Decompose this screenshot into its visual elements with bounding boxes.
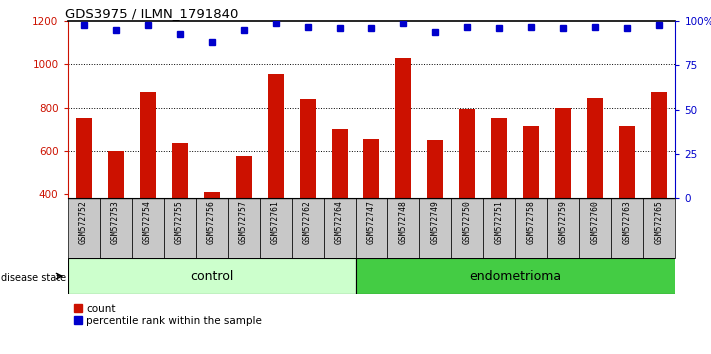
- FancyBboxPatch shape: [579, 198, 611, 258]
- FancyBboxPatch shape: [643, 198, 675, 258]
- Bar: [523, 126, 540, 198]
- FancyBboxPatch shape: [132, 198, 164, 258]
- Text: GSM572750: GSM572750: [463, 200, 472, 244]
- Text: GSM572747: GSM572747: [367, 200, 376, 244]
- Text: GDS3975 / ILMN_1791840: GDS3975 / ILMN_1791840: [65, 7, 238, 20]
- FancyBboxPatch shape: [451, 198, 483, 258]
- Bar: [171, 143, 188, 198]
- Text: GSM572759: GSM572759: [559, 200, 568, 244]
- Text: GSM572762: GSM572762: [303, 200, 312, 244]
- Bar: [427, 140, 444, 198]
- FancyBboxPatch shape: [483, 198, 515, 258]
- Legend: count, percentile rank within the sample: count, percentile rank within the sample: [73, 303, 263, 327]
- FancyBboxPatch shape: [324, 198, 356, 258]
- Text: GSM572751: GSM572751: [495, 200, 504, 244]
- Bar: [651, 92, 668, 198]
- FancyBboxPatch shape: [164, 198, 196, 258]
- Text: GSM572758: GSM572758: [527, 200, 536, 244]
- Bar: [299, 99, 316, 198]
- FancyBboxPatch shape: [196, 198, 228, 258]
- Text: endometrioma: endometrioma: [469, 270, 562, 282]
- FancyBboxPatch shape: [260, 198, 292, 258]
- FancyBboxPatch shape: [228, 198, 260, 258]
- FancyBboxPatch shape: [515, 198, 547, 258]
- Text: GSM572765: GSM572765: [655, 200, 664, 244]
- FancyBboxPatch shape: [547, 198, 579, 258]
- Text: GSM572763: GSM572763: [623, 200, 632, 244]
- Text: GSM572754: GSM572754: [143, 200, 152, 244]
- Bar: [267, 74, 284, 198]
- FancyBboxPatch shape: [292, 198, 324, 258]
- Text: control: control: [190, 270, 233, 282]
- Bar: [619, 126, 636, 198]
- FancyBboxPatch shape: [68, 258, 356, 294]
- Bar: [235, 156, 252, 198]
- Bar: [203, 192, 220, 198]
- FancyBboxPatch shape: [611, 198, 643, 258]
- Bar: [491, 118, 508, 198]
- Text: GSM572764: GSM572764: [335, 200, 344, 244]
- FancyBboxPatch shape: [356, 198, 387, 258]
- Bar: [107, 151, 124, 198]
- FancyBboxPatch shape: [419, 198, 451, 258]
- Text: GSM572752: GSM572752: [79, 200, 88, 244]
- Text: GSM572753: GSM572753: [111, 200, 120, 244]
- Text: disease state: disease state: [1, 273, 66, 283]
- Text: GSM572760: GSM572760: [591, 200, 600, 244]
- Bar: [363, 139, 380, 198]
- FancyBboxPatch shape: [68, 198, 100, 258]
- Text: GSM572748: GSM572748: [399, 200, 408, 244]
- Text: GSM572757: GSM572757: [239, 200, 248, 244]
- Bar: [459, 109, 476, 198]
- Bar: [139, 92, 156, 198]
- Bar: [555, 108, 572, 198]
- FancyBboxPatch shape: [387, 198, 419, 258]
- Text: GSM572749: GSM572749: [431, 200, 440, 244]
- Bar: [331, 129, 348, 198]
- Text: GSM572756: GSM572756: [207, 200, 216, 244]
- Text: GSM572761: GSM572761: [271, 200, 280, 244]
- Bar: [75, 118, 92, 198]
- Text: GSM572755: GSM572755: [175, 200, 184, 244]
- Bar: [587, 98, 604, 198]
- FancyBboxPatch shape: [356, 258, 691, 294]
- Bar: [395, 58, 412, 198]
- FancyBboxPatch shape: [100, 198, 132, 258]
